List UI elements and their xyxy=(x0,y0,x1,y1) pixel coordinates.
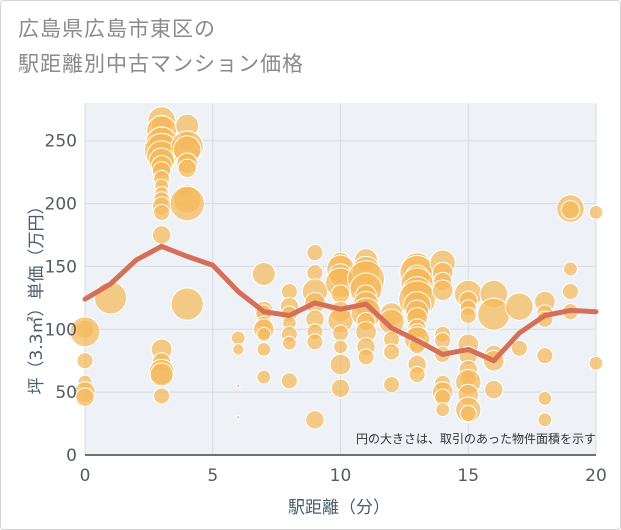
size-note: 円の大きさは、取引のあった物件面積を示す xyxy=(356,431,596,446)
bubble-point xyxy=(383,343,401,361)
bubble-point xyxy=(408,365,426,384)
bubble-point xyxy=(477,297,511,331)
bubble-point xyxy=(256,326,272,342)
x-tick-label: 0 xyxy=(80,466,91,486)
trend-line xyxy=(82,243,599,364)
bubble-point xyxy=(232,343,245,356)
x-tick-label: 10 xyxy=(330,466,352,486)
bubble-point xyxy=(169,185,205,222)
bubble-point xyxy=(505,292,534,321)
bubble-point xyxy=(484,379,504,400)
bubble-point xyxy=(357,348,375,366)
bubble-point xyxy=(177,158,197,179)
bubble-point xyxy=(459,306,477,325)
y-tick-label: 250 xyxy=(45,132,77,152)
bubble-point xyxy=(383,376,401,394)
y-axis-title: 坪（3.3㎡）単価（万円） xyxy=(27,197,47,394)
bubble-point xyxy=(330,284,351,304)
bubble-point xyxy=(153,203,171,221)
bubble-point xyxy=(435,402,451,418)
chart-title: 広島県広島市東区の 駅距離別中古マンション価格 xyxy=(18,12,304,82)
bubble-point xyxy=(333,339,348,355)
bubble-point xyxy=(588,204,604,220)
y-tick-label: 100 xyxy=(45,320,77,340)
bubble-point xyxy=(170,287,204,321)
bubble-point xyxy=(561,283,580,301)
x-tick-label: 5 xyxy=(207,466,218,486)
bubble-point xyxy=(236,383,241,389)
x-tick-label: 15 xyxy=(457,466,479,486)
chart-title-line2: 駅距離別中古マンション価格 xyxy=(18,52,304,76)
bubble-point xyxy=(537,412,553,428)
y-tick-labels: 0 50 100 150 200 250 xyxy=(45,132,77,466)
bubble-point xyxy=(331,324,350,342)
bubble-point xyxy=(251,261,276,286)
bubble-point xyxy=(280,372,298,390)
bubble-point xyxy=(536,347,554,365)
bubble-point xyxy=(76,352,94,370)
bubble-point xyxy=(330,378,351,399)
bubble-point xyxy=(69,316,101,348)
y-tick-label: 0 xyxy=(66,446,77,466)
bubble-point xyxy=(510,339,528,357)
bubble-point xyxy=(329,353,352,376)
chart-title-line1: 広島県広島市東区の xyxy=(18,17,216,41)
y-tick-label: 150 xyxy=(45,257,77,277)
bubble-point xyxy=(75,387,95,407)
bubble-point xyxy=(282,335,297,351)
x-tick-label: 20 xyxy=(585,466,607,486)
bubble-point xyxy=(151,225,172,245)
x-axis-title: 駅距離（分） xyxy=(288,498,390,518)
x-tick-labels: 0 5 10 15 20 xyxy=(80,466,607,486)
bubble-point xyxy=(537,391,553,406)
bubble-point xyxy=(563,261,578,277)
bubble-point xyxy=(305,410,325,430)
bubble-point xyxy=(459,404,477,423)
y-tick-label: 50 xyxy=(55,383,77,403)
bubble-point xyxy=(149,362,174,387)
bubble-point xyxy=(306,244,324,262)
bubble-point xyxy=(236,415,241,420)
bubble-point xyxy=(153,387,171,405)
bubble-point xyxy=(306,264,324,282)
y-tick-label: 200 xyxy=(45,195,77,215)
bubble-point xyxy=(256,369,272,385)
bubble-point xyxy=(560,200,581,220)
bubble-point xyxy=(256,342,272,357)
bubble-point xyxy=(306,333,324,351)
bubble-layer xyxy=(69,106,604,430)
bubble-point xyxy=(588,355,604,371)
bubble-point xyxy=(431,279,454,302)
bubble-point xyxy=(230,330,246,346)
